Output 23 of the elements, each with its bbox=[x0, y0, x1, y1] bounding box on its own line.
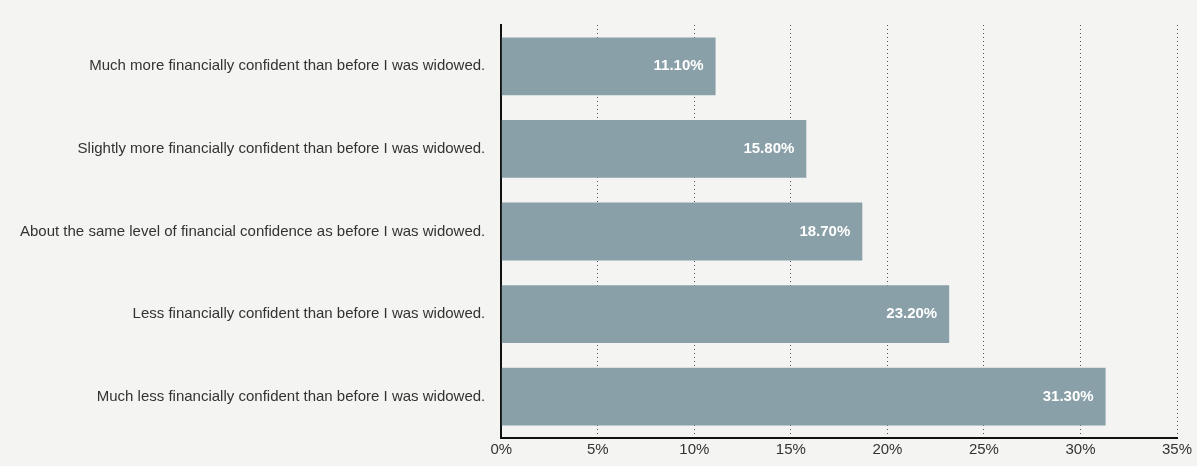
y-tick-label: About the same level of financial confidence as before I was widowed. bbox=[19, 221, 486, 239]
bar bbox=[501, 119, 807, 178]
y-tick-label: Much more financially confident than before I was widowed. bbox=[89, 56, 486, 74]
data-label: 11.10% bbox=[653, 56, 704, 74]
bar bbox=[501, 202, 863, 261]
data-label: 31.30% bbox=[1042, 386, 1094, 404]
x-tick-label: 25% bbox=[968, 440, 999, 458]
x-tick-label: 30% bbox=[1065, 440, 1096, 458]
x-tick-label: 20% bbox=[872, 440, 903, 458]
x-tick-label: 35% bbox=[1161, 440, 1193, 458]
x-tick-label: 5% bbox=[586, 440, 609, 458]
y-tick-label: Slightly more financially confident than before I was widowed. bbox=[77, 139, 486, 157]
y-tick-label: Much less financially confident than before I was widowed. bbox=[96, 386, 486, 404]
bar bbox=[501, 367, 1106, 426]
x-tick-label: 15% bbox=[775, 440, 806, 458]
x-tick-label: 10% bbox=[679, 440, 710, 458]
x-tick-label: 0% bbox=[490, 440, 513, 458]
y-tick-label: Less financially confident than before I was widowed. bbox=[132, 304, 486, 322]
data-label: 15.80% bbox=[743, 139, 795, 157]
data-label: 18.70% bbox=[799, 221, 851, 239]
data-label: 23.20% bbox=[886, 304, 938, 322]
bar bbox=[501, 285, 950, 344]
bar bbox=[501, 37, 716, 96]
